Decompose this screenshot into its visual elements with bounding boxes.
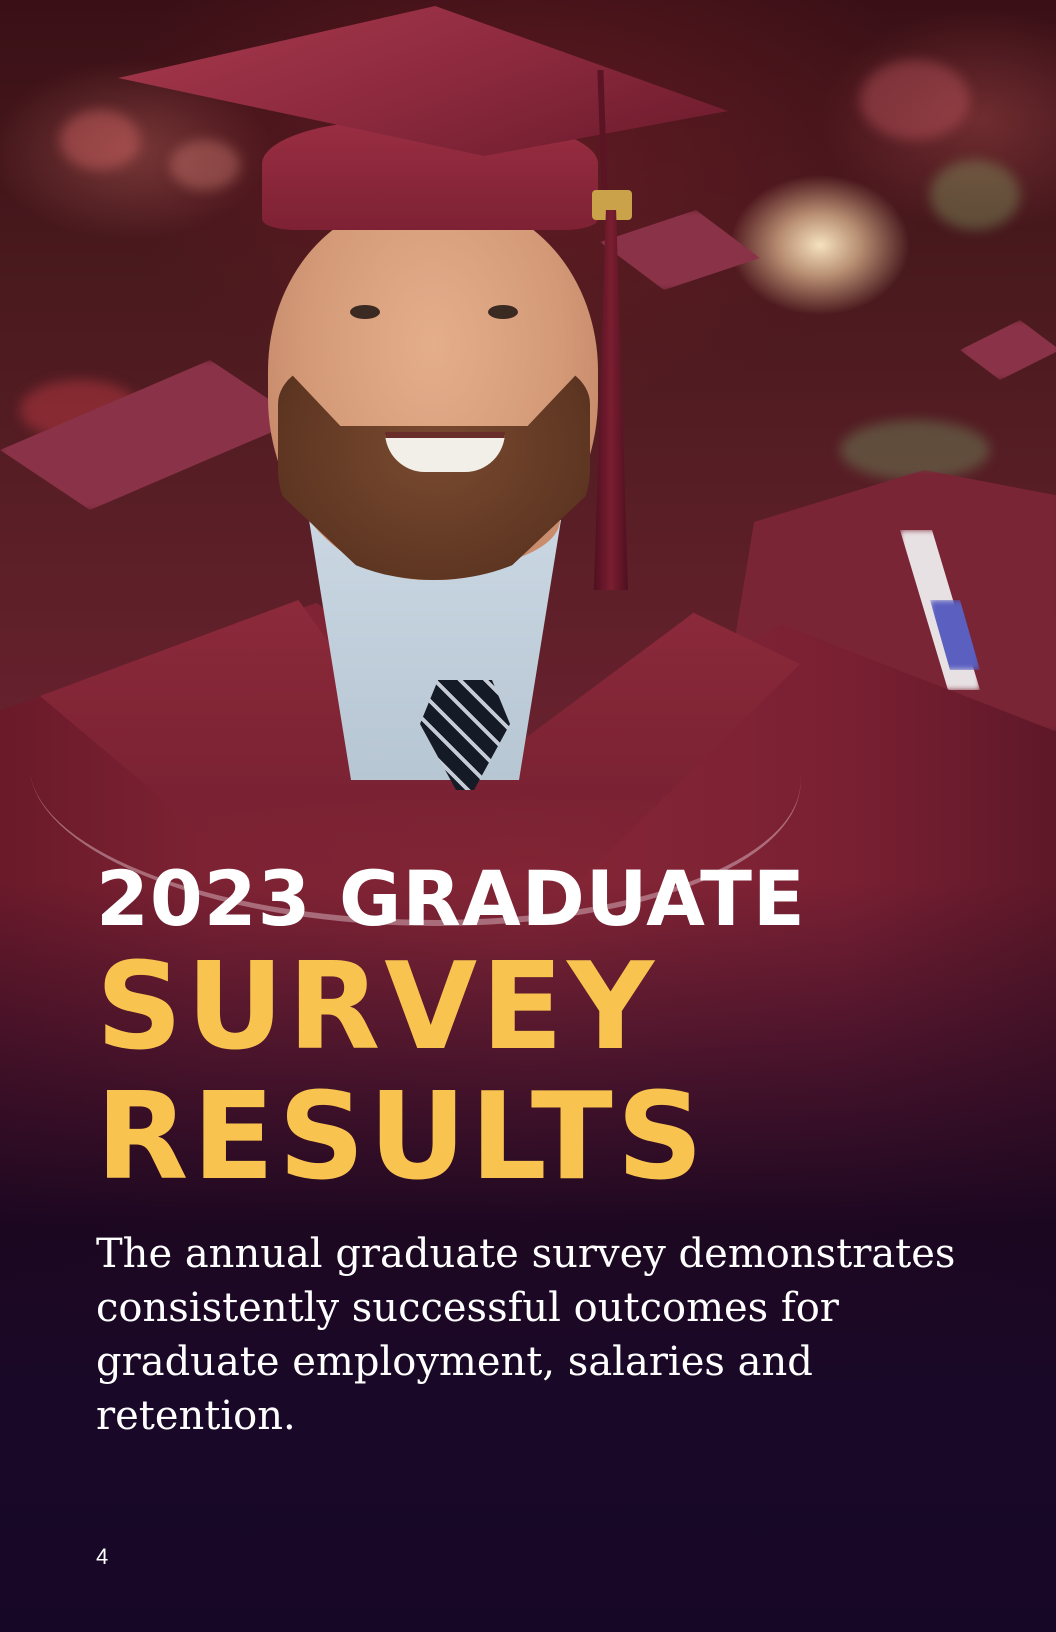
background-graduate-cap xyxy=(600,210,760,290)
background-graduate-cap xyxy=(960,320,1056,380)
mortarboard-cap xyxy=(118,6,728,156)
page-number: 4 xyxy=(96,1544,109,1569)
tassel xyxy=(594,210,628,590)
left-eye xyxy=(350,305,380,319)
right-eye xyxy=(488,305,518,319)
crowd-bokeh xyxy=(840,420,990,480)
crowd-bokeh xyxy=(60,110,140,170)
crowd-bokeh xyxy=(170,140,240,190)
intro-paragraph: The annual graduate survey demonstrates … xyxy=(96,1231,956,1439)
crowd-bokeh xyxy=(860,60,970,140)
headline-year-graduate: 2023 GRADUATE xyxy=(96,854,806,943)
headline-results: RESULTS xyxy=(96,1068,708,1207)
smile xyxy=(385,432,505,472)
background-graduate-cap xyxy=(0,360,300,510)
crowd-bokeh xyxy=(930,160,1020,230)
cover-text: 2023 GRADUATE SURVEY RESULTS The annual … xyxy=(96,855,976,1483)
headline-survey: SURVEY xyxy=(96,938,659,1077)
